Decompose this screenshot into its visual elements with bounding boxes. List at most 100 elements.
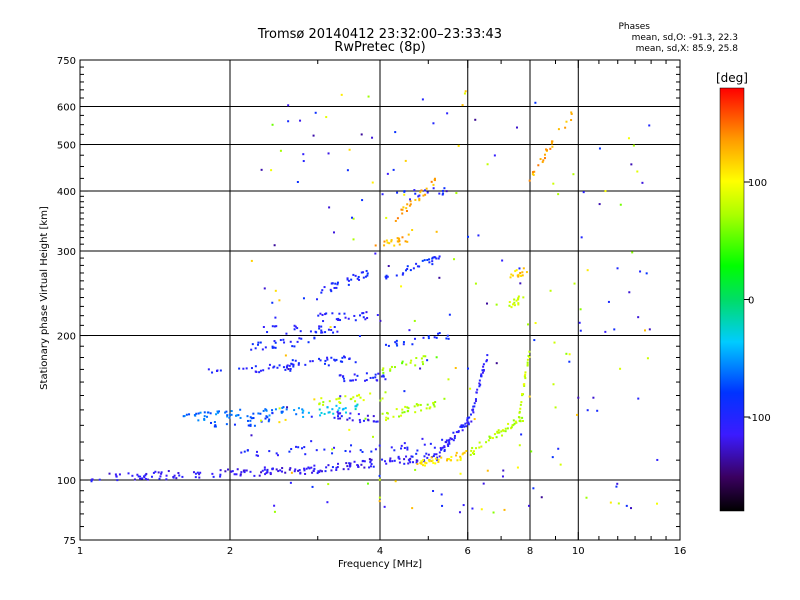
data-point	[646, 357, 649, 360]
data-point	[139, 475, 142, 478]
data-point	[578, 321, 581, 324]
data-point	[323, 286, 326, 289]
data-point	[425, 407, 428, 410]
data-point	[374, 252, 377, 255]
data-point	[496, 430, 499, 433]
data-point	[266, 416, 269, 419]
data-point	[478, 385, 481, 388]
data-point	[293, 409, 296, 412]
x-tick-label: 2	[227, 546, 233, 557]
data-point	[386, 411, 389, 414]
data-point	[366, 274, 369, 277]
data-point	[456, 459, 459, 462]
data-point	[337, 462, 340, 465]
data-point	[360, 133, 363, 136]
data-point	[271, 409, 274, 412]
x-tick-label: 6	[465, 546, 471, 557]
data-point	[298, 337, 301, 340]
data-point	[347, 279, 350, 282]
data-point	[137, 475, 140, 478]
data-point	[473, 452, 476, 455]
data-point	[421, 360, 424, 363]
data-point	[358, 335, 361, 338]
data-point	[337, 317, 340, 320]
data-point	[387, 265, 390, 268]
data-point	[274, 408, 277, 411]
data-point	[481, 371, 484, 374]
data-point	[279, 149, 282, 152]
data-point	[475, 391, 478, 394]
data-point	[330, 469, 333, 472]
data-point	[576, 413, 579, 416]
data-point	[513, 298, 516, 301]
data-point	[434, 401, 437, 404]
data-point	[431, 263, 434, 266]
data-point	[253, 424, 256, 427]
data-point	[249, 419, 252, 422]
data-point	[441, 193, 444, 196]
data-point	[337, 415, 340, 418]
data-point	[393, 449, 396, 452]
data-point	[486, 354, 489, 357]
data-point	[406, 203, 409, 206]
data-point	[517, 416, 520, 419]
data-point	[286, 364, 289, 367]
data-point	[403, 458, 406, 461]
data-point	[374, 376, 377, 379]
data-point	[335, 358, 338, 361]
data-point	[553, 341, 556, 344]
data-point	[259, 369, 262, 372]
data-point	[335, 466, 338, 469]
data-point	[381, 458, 384, 461]
data-point	[408, 329, 411, 332]
data-point	[386, 241, 389, 244]
data-point	[598, 147, 601, 150]
data-point	[517, 275, 520, 278]
data-point	[385, 274, 388, 277]
data-point	[515, 299, 518, 302]
data-point	[250, 348, 253, 351]
data-point	[346, 169, 349, 172]
data-point	[268, 414, 271, 417]
data-point	[435, 336, 438, 339]
data-point	[299, 472, 302, 475]
data-point	[150, 475, 153, 478]
data-point	[416, 459, 419, 462]
data-point	[515, 421, 518, 424]
data-point	[319, 312, 322, 315]
data-point	[342, 468, 345, 471]
data-point	[549, 289, 552, 292]
data-point	[274, 316, 277, 319]
data-point	[423, 443, 426, 446]
data-point	[481, 369, 484, 372]
data-point	[461, 104, 464, 107]
data-point	[460, 424, 463, 427]
data-point	[266, 471, 269, 474]
data-point	[349, 462, 352, 465]
data-point	[401, 360, 404, 363]
data-point	[423, 464, 426, 467]
data-point	[455, 451, 458, 454]
data-point	[284, 354, 287, 357]
data-point	[637, 316, 640, 319]
data-point	[290, 471, 293, 474]
data-point	[354, 361, 357, 364]
data-point	[297, 363, 300, 366]
data-point	[342, 407, 345, 410]
data-point	[291, 359, 294, 362]
data-point	[266, 331, 269, 334]
data-point	[318, 408, 321, 411]
data-point	[338, 407, 341, 410]
data-point	[419, 403, 422, 406]
data-point	[285, 332, 288, 335]
data-point	[515, 126, 518, 129]
data-point	[326, 501, 329, 504]
data-point	[508, 304, 511, 307]
data-point	[533, 339, 536, 342]
data-point	[427, 458, 430, 461]
data-point	[518, 267, 521, 270]
data-point	[387, 344, 390, 347]
data-point	[403, 442, 406, 445]
data-point	[258, 371, 261, 374]
data-point	[497, 429, 500, 432]
